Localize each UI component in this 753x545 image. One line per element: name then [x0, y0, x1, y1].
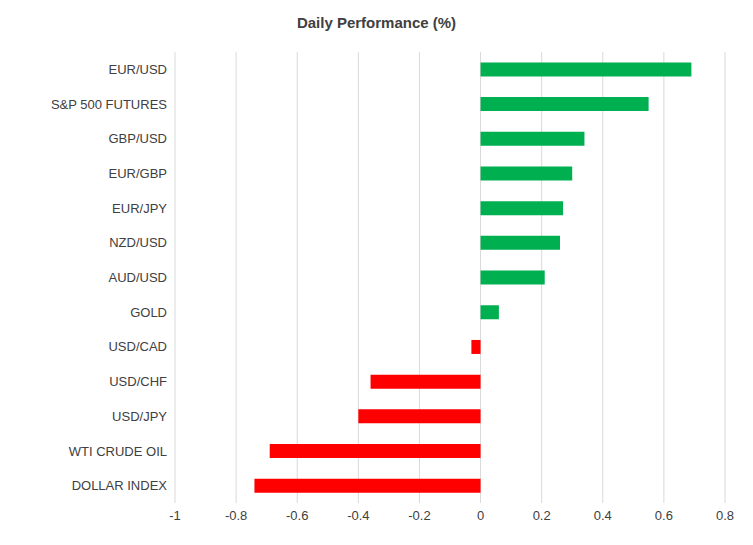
svg-text:USD/JPY: USD/JPY [112, 409, 167, 424]
svg-text:DOLLAR INDEX: DOLLAR INDEX [72, 478, 168, 493]
svg-text:EUR/USD: EUR/USD [108, 62, 167, 77]
svg-text:0.6: 0.6 [655, 508, 673, 523]
svg-text:WTI CRUDE OIL: WTI CRUDE OIL [69, 444, 167, 459]
svg-text:-0.4: -0.4 [347, 508, 369, 523]
svg-text:-0.8: -0.8 [225, 508, 247, 523]
svg-text:USD/CAD: USD/CAD [108, 339, 167, 354]
svg-text:EUR/JPY: EUR/JPY [112, 201, 167, 216]
html-text:Daily Performance (%): Daily Performance (%) [296, 14, 457, 31]
svg-text:AUD/USD: AUD/USD [108, 270, 167, 285]
svg-text:0.4: 0.4 [594, 508, 612, 523]
svg-text:EUR/GBP: EUR/GBP [108, 166, 167, 181]
svg-text:NZD/USD: NZD/USD [109, 235, 167, 250]
svg-text:USD/CHF: USD/CHF [109, 374, 167, 389]
svg-text:S&P 500 FUTURES: S&P 500 FUTURES [51, 97, 167, 112]
svg-text:GOLD: GOLD [130, 305, 167, 320]
svg-text:-1: -1 [169, 508, 181, 523]
svg-text:-0.6: -0.6 [286, 508, 308, 523]
svg-text:-0.2: -0.2 [408, 508, 430, 523]
svg-text:0: 0 [477, 508, 484, 523]
svg-text:0.8: 0.8 [716, 508, 734, 523]
svg-text:GBP/USD: GBP/USD [108, 131, 167, 146]
svg-text:0.2: 0.2 [533, 508, 551, 523]
